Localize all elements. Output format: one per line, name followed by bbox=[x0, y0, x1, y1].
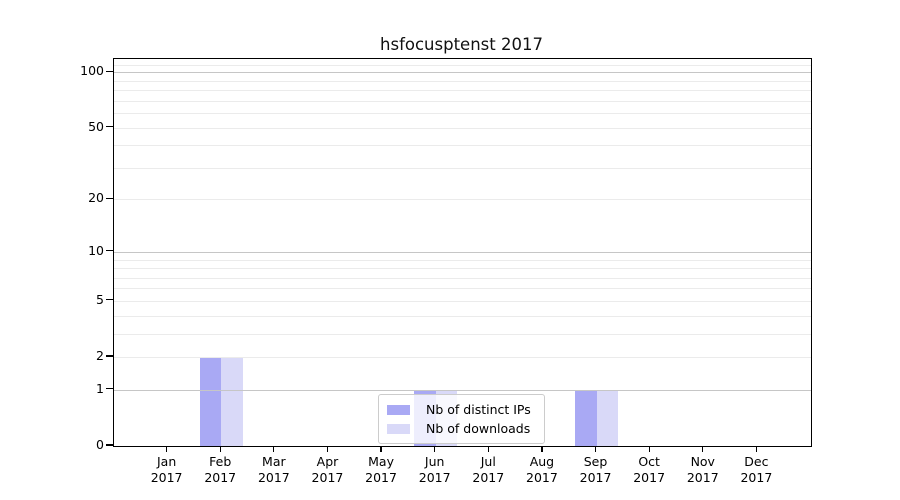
y-tick-label-10: 10 bbox=[88, 242, 104, 258]
y-tick-10 bbox=[106, 250, 113, 252]
y-tick-5 bbox=[106, 299, 113, 301]
y-tick-label-2: 2 bbox=[96, 348, 104, 364]
x-tick-apr bbox=[326, 446, 329, 453]
x-tick-label-mar: Mar 2017 bbox=[257, 454, 290, 485]
x-tick-jul bbox=[487, 446, 489, 453]
y-tick-label-100: 100 bbox=[80, 63, 104, 79]
x-tick-jan bbox=[166, 446, 168, 453]
x-tick-feb bbox=[219, 446, 221, 453]
x-tick-label-jan: Jan 2017 bbox=[150, 454, 183, 485]
y-tick-label-5: 5 bbox=[96, 291, 104, 307]
bars-layer bbox=[114, 59, 811, 446]
y-tick-0 bbox=[106, 444, 113, 446]
x-tick-dec bbox=[755, 446, 757, 453]
x-tick-label-dec: Dec 2017 bbox=[740, 454, 773, 485]
x-tick-label-aug: Aug 2017 bbox=[526, 454, 558, 485]
legend-label-downloads: Nb of downloads bbox=[426, 421, 531, 436]
x-tick-aug bbox=[541, 446, 543, 453]
y-tick-20 bbox=[106, 197, 113, 200]
chart-title: hsfocusptenst 2017 bbox=[380, 35, 543, 54]
x-tick-sep bbox=[594, 446, 597, 453]
legend-row-distinct-ips: Nb of distinct IPs bbox=[387, 400, 536, 419]
x-tick-label-apr: Apr 2017 bbox=[311, 454, 344, 485]
y-tick-label-0: 0 bbox=[96, 437, 104, 452]
x-tick-label-nov: Nov 2017 bbox=[686, 454, 719, 485]
legend: Nb of distinct IPs Nb of downloads bbox=[378, 394, 545, 444]
legend-row-downloads: Nb of downloads bbox=[387, 419, 536, 438]
y-tick-1 bbox=[106, 388, 113, 390]
x-tick-jun bbox=[434, 446, 436, 453]
legend-swatch-downloads bbox=[387, 423, 410, 434]
bar-distinct-ips-feb bbox=[199, 357, 222, 446]
y-tick-label-1: 1 bbox=[96, 380, 104, 396]
x-tick-mar bbox=[273, 446, 275, 453]
y-tick-50 bbox=[106, 126, 113, 128]
y-tick-100 bbox=[106, 70, 113, 72]
bar-downloads-sep bbox=[596, 389, 619, 446]
x-tick-label-oct: Oct 2017 bbox=[633, 454, 666, 485]
plot-area: Nb of distinct IPs Nb of downloads bbox=[113, 58, 812, 447]
y-tick-2 bbox=[106, 355, 113, 357]
x-tick-label-jun: Jun 2017 bbox=[418, 454, 451, 485]
y-tick-label-20: 20 bbox=[88, 190, 104, 206]
x-tick-label-sep: Sep 2017 bbox=[579, 454, 612, 485]
x-tick-label-jul: Jul 2017 bbox=[472, 454, 505, 485]
y-tick-label-50: 50 bbox=[88, 118, 104, 134]
x-tick-label-feb: Feb 2017 bbox=[204, 454, 237, 485]
legend-label-distinct-ips: Nb of distinct IPs bbox=[426, 402, 531, 417]
bar-downloads-feb bbox=[221, 357, 243, 446]
legend-swatch-distinct-ips bbox=[387, 404, 410, 415]
x-tick-may bbox=[380, 446, 382, 453]
x-tick-label-may: May 2017 bbox=[365, 454, 397, 485]
x-tick-nov bbox=[702, 446, 704, 453]
bar-distinct-ips-sep bbox=[575, 389, 597, 446]
x-tick-oct bbox=[648, 446, 650, 453]
